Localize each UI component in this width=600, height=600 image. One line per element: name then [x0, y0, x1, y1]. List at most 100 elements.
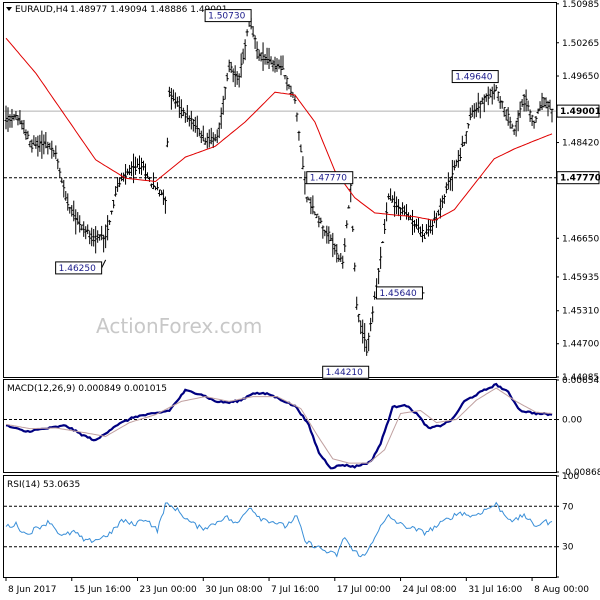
price-bar — [333, 243, 337, 255]
price-bar — [231, 68, 235, 83]
price-bar — [277, 59, 281, 70]
price-bar — [510, 123, 514, 129]
price-bar — [450, 159, 454, 192]
price-bar — [179, 99, 183, 119]
price-bar — [267, 47, 271, 70]
price-bar — [134, 156, 138, 175]
annotation-box — [306, 171, 354, 185]
price-bar — [84, 226, 88, 240]
price-bar — [331, 232, 335, 258]
price-axis-label: 1.44085 — [562, 373, 599, 383]
price-bar — [472, 103, 476, 119]
price-bar — [480, 97, 484, 105]
current-price-label: 1.49001 — [560, 107, 600, 117]
price-bar — [391, 195, 395, 203]
price-bar — [136, 158, 140, 168]
price-bar — [24, 129, 28, 140]
price-bar — [36, 135, 40, 157]
price-bar — [414, 218, 418, 229]
price-bar — [474, 102, 478, 118]
price-bar — [120, 172, 124, 182]
price-bar — [325, 225, 329, 244]
price-bar — [546, 100, 550, 117]
price-bar — [285, 76, 289, 91]
price-bar — [171, 89, 175, 102]
price-bar — [114, 186, 118, 197]
price-bar — [263, 53, 267, 65]
price-bar — [520, 99, 524, 107]
rsi-axis-label: 100 — [562, 472, 579, 482]
price-bar — [90, 227, 94, 247]
macd-signal-line — [5, 387, 553, 464]
price-bar — [506, 107, 510, 126]
price-bar — [287, 84, 291, 90]
x-axis-label: 15 Jun 16:00 — [74, 585, 131, 595]
annotation-label: 1.47770 — [310, 174, 347, 184]
price-axis: 1.509851.502651.496501.484201.477101.466… — [556, 0, 600, 383]
price-bar — [387, 193, 391, 200]
annotation-1-46250: 1.46250 — [55, 259, 107, 275]
price-bar — [526, 100, 530, 112]
price-bar — [532, 120, 536, 129]
price-bar — [496, 91, 500, 102]
header-symbol: EURAUD,H4 — [15, 5, 68, 15]
price-bar — [96, 230, 100, 243]
price-bar — [361, 319, 365, 344]
price-bar — [524, 89, 528, 112]
annotation-1-45640: 1.45640 — [375, 286, 425, 300]
price-bar — [534, 116, 538, 123]
price-bar — [305, 196, 309, 203]
price-bar — [183, 112, 187, 123]
price-bar — [297, 130, 301, 141]
price-bar — [217, 122, 221, 139]
price-bar — [379, 246, 383, 269]
header-dropdown-icon[interactable] — [6, 7, 12, 11]
price-bar — [92, 228, 96, 247]
price-bar — [145, 172, 149, 179]
price-bar — [536, 108, 540, 114]
price-bar — [482, 94, 486, 113]
price-bar — [28, 140, 32, 148]
price-bar — [159, 190, 163, 196]
price-bar — [315, 213, 319, 219]
price-bar — [403, 205, 407, 216]
price-bar — [418, 226, 422, 237]
x-axis-label: 23 Jun 00:00 — [140, 585, 197, 595]
price-bar — [500, 100, 504, 109]
price-bar — [470, 105, 474, 117]
price-bar — [257, 49, 261, 61]
price-bar — [155, 182, 159, 191]
price-bar — [98, 234, 102, 241]
price-bar — [399, 207, 403, 221]
price-bar — [490, 86, 494, 105]
price-bar — [265, 47, 269, 65]
price-bar — [259, 52, 263, 62]
price-bar — [149, 183, 153, 188]
price-bar — [225, 72, 229, 82]
annotation-label: 1.49640 — [455, 73, 492, 83]
macd-line — [5, 382, 553, 470]
price-bar — [550, 108, 554, 123]
price-axis-label: 1.45935 — [562, 273, 599, 283]
macd-title: MACD(12,26,9) 0.000849 0.001015 — [7, 384, 167, 394]
price-bar — [50, 140, 54, 159]
price-bar — [229, 61, 233, 73]
price-bar — [309, 197, 313, 215]
price-bar — [46, 141, 50, 155]
price-bar — [440, 195, 444, 209]
price-bar — [279, 55, 283, 76]
price-bar — [14, 110, 18, 120]
price-bar — [213, 134, 217, 142]
rsi-axis-label: 30 — [562, 543, 574, 553]
price-bar — [60, 177, 64, 184]
price-bar — [255, 41, 259, 60]
price-bar — [175, 96, 179, 107]
price-bar — [199, 130, 203, 143]
price-bar — [102, 234, 106, 253]
x-axis-label: 8 Jun 2017 — [8, 585, 56, 595]
x-axis: 8 Jun 2017 15 Jun 16:00 23 Jun 00:00 30 Jun… — [5, 577, 589, 595]
price-bar — [494, 85, 498, 91]
price-bar — [295, 112, 299, 122]
price-bar — [462, 141, 466, 146]
